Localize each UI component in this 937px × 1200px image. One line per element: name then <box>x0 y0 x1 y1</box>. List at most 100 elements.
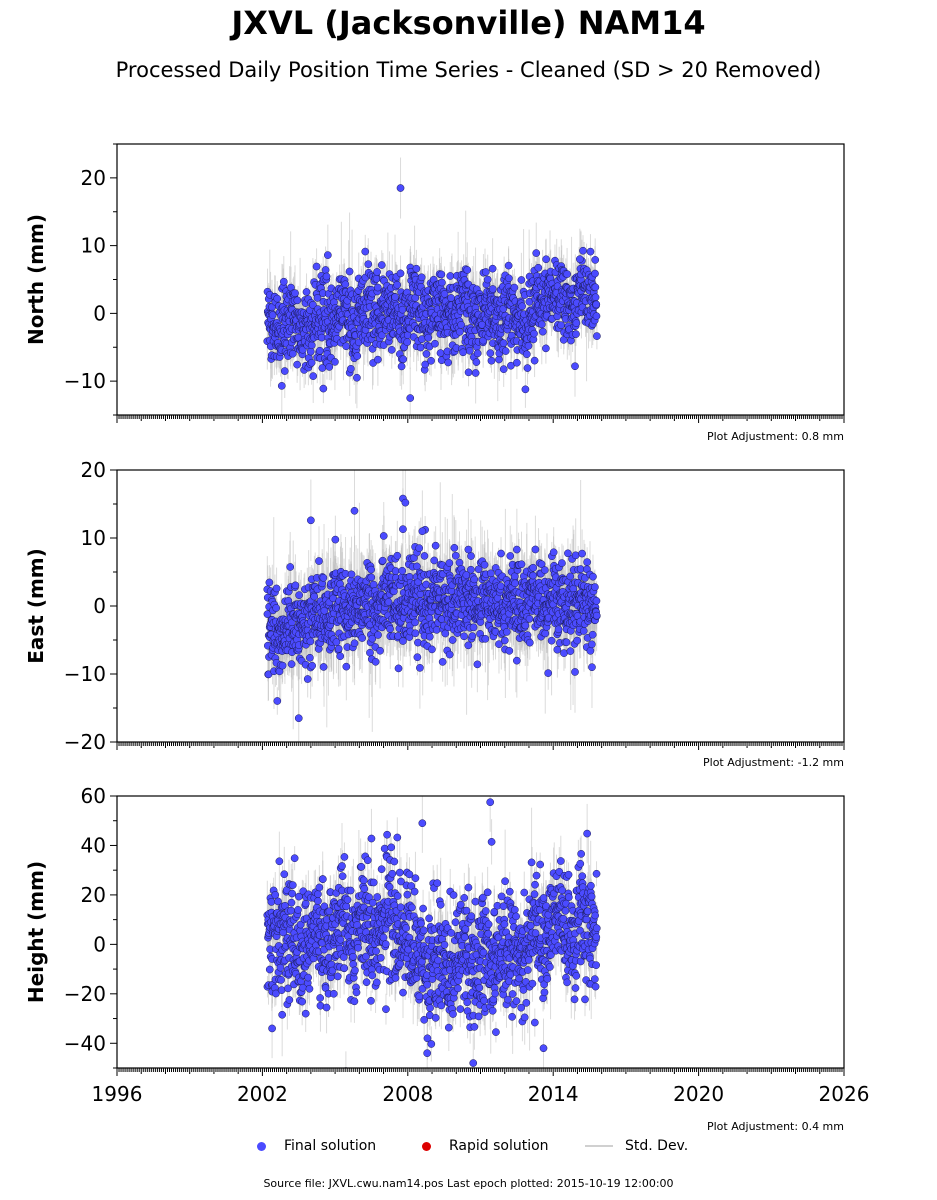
final-point <box>272 604 280 612</box>
final-point <box>278 661 287 670</box>
final-point <box>268 311 277 319</box>
final-point <box>372 274 381 283</box>
final-point <box>513 358 521 367</box>
final-point <box>317 333 326 342</box>
final-point <box>265 578 274 587</box>
final-point <box>592 312 601 320</box>
final-point <box>488 285 497 293</box>
final-point <box>579 246 587 255</box>
final-point <box>279 277 288 286</box>
final-point <box>364 260 373 269</box>
final-point <box>530 356 539 365</box>
final-point <box>291 581 300 590</box>
final-point <box>521 385 530 394</box>
final-point <box>306 347 315 356</box>
final-point <box>393 280 401 289</box>
final-point <box>471 369 480 377</box>
final-point <box>422 350 431 358</box>
final-point <box>398 305 407 314</box>
final-point <box>563 270 571 278</box>
north-panel: −10 0 10 20 North (mm) <box>24 143 845 423</box>
final-point <box>302 288 311 296</box>
y-tick-label: 0 <box>93 301 106 325</box>
final-point <box>504 261 513 270</box>
final-point <box>342 342 350 351</box>
final-point <box>396 184 405 192</box>
final-point <box>464 368 473 377</box>
final-point <box>416 343 425 352</box>
final-point <box>287 660 296 668</box>
final-point <box>346 365 355 373</box>
final-point <box>397 362 406 371</box>
final-point <box>518 302 526 311</box>
final-point <box>322 272 331 281</box>
final-point <box>481 268 490 276</box>
final-point <box>315 346 324 355</box>
final-point <box>286 563 295 571</box>
final-point <box>396 269 405 278</box>
final-point <box>331 535 340 544</box>
final-point <box>532 249 541 257</box>
final-point <box>308 661 316 670</box>
final-point <box>417 273 426 282</box>
final-point <box>341 280 350 289</box>
final-point <box>273 294 282 303</box>
final-point <box>291 289 299 298</box>
final-point <box>323 251 332 259</box>
final-point <box>350 639 359 648</box>
north-final-points <box>263 184 601 402</box>
final-point <box>424 333 433 342</box>
north-ylabel: North (mm) <box>24 214 48 345</box>
final-point <box>273 697 282 705</box>
final-point <box>319 663 328 671</box>
figure-subtitle: Processed Daily Position Time Series - C… <box>115 58 822 82</box>
final-point <box>499 339 508 348</box>
final-point <box>444 358 453 367</box>
final-point <box>353 352 362 360</box>
final-point <box>487 356 496 365</box>
final-point <box>591 256 600 264</box>
final-point <box>571 362 579 371</box>
final-point <box>591 269 599 278</box>
final-point <box>523 364 532 372</box>
final-point <box>315 557 323 565</box>
final-point <box>517 276 526 284</box>
final-point <box>377 261 386 269</box>
final-point <box>319 573 328 582</box>
final-point <box>591 293 600 302</box>
final-point <box>537 320 546 329</box>
final-point <box>463 266 472 274</box>
final-point <box>306 637 315 646</box>
north-data <box>263 157 601 415</box>
final-point <box>288 349 297 358</box>
final-point <box>438 278 446 287</box>
final-point <box>440 290 449 298</box>
final-point <box>345 267 354 276</box>
final-point <box>293 296 302 305</box>
final-point <box>591 283 600 292</box>
final-point <box>374 355 382 364</box>
final-point <box>472 358 481 366</box>
final-point <box>406 394 415 402</box>
final-point <box>319 384 328 393</box>
final-point <box>272 584 281 593</box>
final-point <box>303 675 312 683</box>
final-point <box>534 263 543 272</box>
final-point <box>592 300 601 309</box>
final-point <box>455 327 464 336</box>
final-point <box>310 592 319 601</box>
final-point <box>499 365 508 374</box>
figure-title: JXVL (Jacksonville) NAM14 <box>231 4 706 42</box>
final-point <box>306 653 314 662</box>
final-point <box>427 356 435 365</box>
final-point <box>593 332 601 340</box>
final-point <box>510 283 519 292</box>
final-point <box>572 330 580 338</box>
final-point <box>353 373 361 382</box>
final-point <box>473 349 482 358</box>
final-point <box>399 355 408 364</box>
final-point <box>488 264 497 273</box>
east-data <box>263 470 601 742</box>
final-point <box>524 342 533 350</box>
